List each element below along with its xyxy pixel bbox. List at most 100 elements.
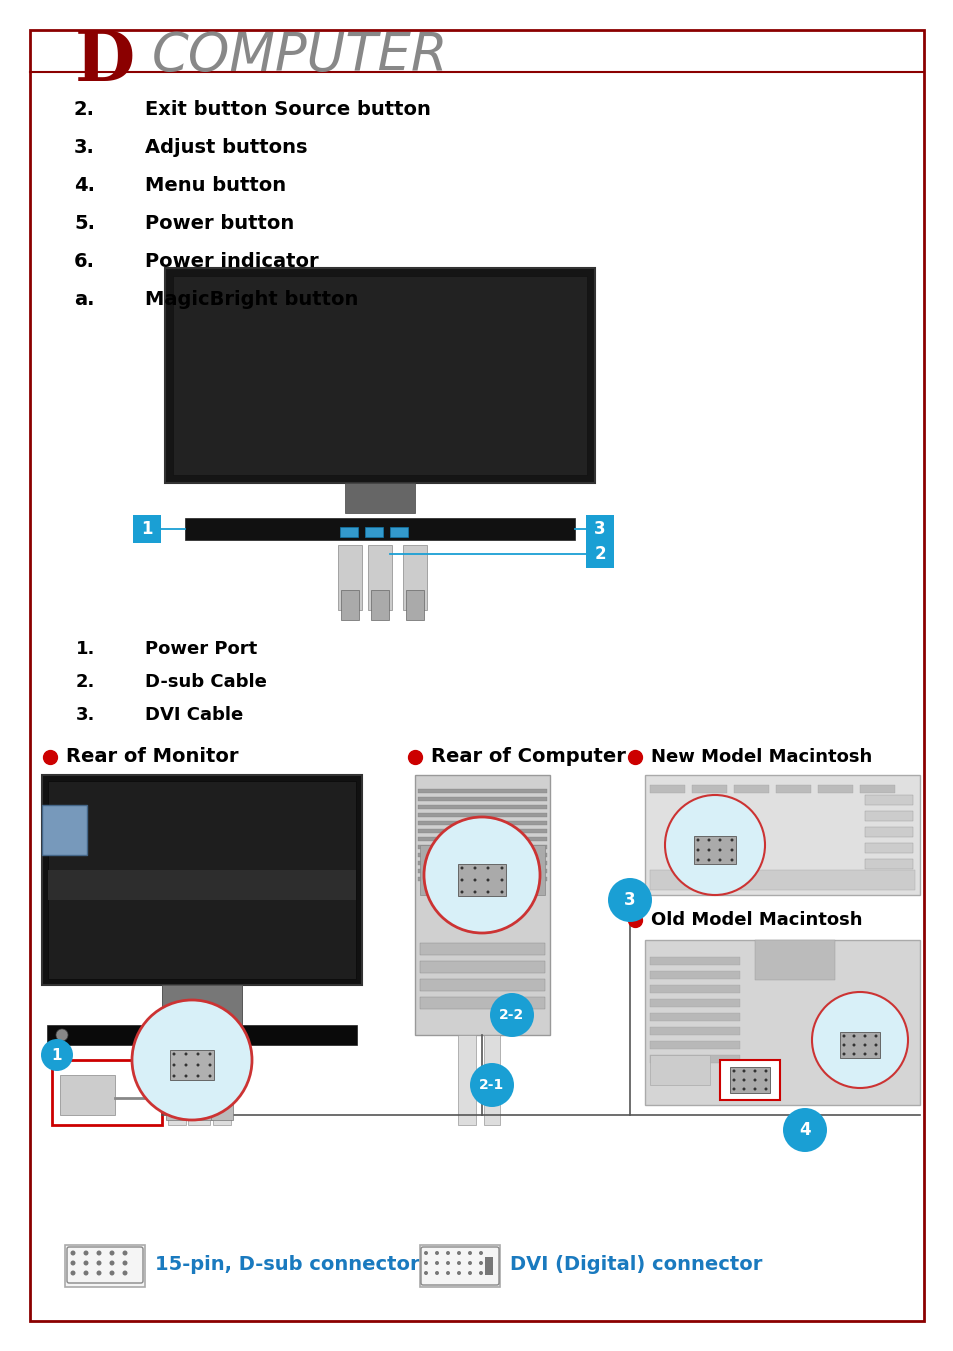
Bar <box>693 836 735 865</box>
Bar <box>840 1032 879 1058</box>
Circle shape <box>184 1052 188 1055</box>
Circle shape <box>468 1271 472 1275</box>
Circle shape <box>122 1260 128 1266</box>
Circle shape <box>486 878 489 881</box>
Text: 2.: 2. <box>75 673 95 690</box>
Circle shape <box>446 1260 450 1265</box>
Circle shape <box>478 1271 482 1275</box>
Bar <box>864 827 912 838</box>
Circle shape <box>730 839 733 842</box>
Bar <box>368 544 392 611</box>
Text: Rear of Computer: Rear of Computer <box>431 747 625 766</box>
Bar <box>417 852 546 857</box>
Text: Adjust buttons: Adjust buttons <box>145 138 307 157</box>
Bar <box>162 985 242 1025</box>
Bar <box>649 957 740 965</box>
Circle shape <box>96 1270 101 1275</box>
Bar <box>417 838 546 842</box>
Circle shape <box>753 1088 756 1090</box>
Text: D-sub Cable: D-sub Cable <box>145 673 267 690</box>
Circle shape <box>172 1063 175 1066</box>
Circle shape <box>841 1035 844 1038</box>
Bar <box>406 590 423 620</box>
Circle shape <box>110 1251 114 1255</box>
Bar <box>419 979 544 992</box>
Circle shape <box>500 890 503 893</box>
Text: 5.: 5. <box>74 213 95 232</box>
Text: Exit button Source button: Exit button Source button <box>145 100 431 119</box>
Circle shape <box>730 858 733 862</box>
Bar <box>649 870 914 890</box>
Bar <box>649 1055 740 1063</box>
Bar <box>417 830 546 834</box>
Circle shape <box>696 839 699 842</box>
Text: 3: 3 <box>594 520 605 538</box>
Bar <box>371 590 389 620</box>
Circle shape <box>468 1260 472 1265</box>
Circle shape <box>782 1108 826 1152</box>
Bar <box>649 1042 740 1048</box>
Circle shape <box>862 1035 865 1038</box>
Bar <box>419 961 544 973</box>
Text: Rear of Monitor: Rear of Monitor <box>66 747 238 766</box>
Bar <box>216 1032 231 1042</box>
Bar <box>417 869 546 873</box>
Text: a.: a. <box>74 290 95 309</box>
Circle shape <box>696 858 699 862</box>
Circle shape <box>763 1070 767 1073</box>
Circle shape <box>423 817 539 934</box>
Text: 2: 2 <box>594 544 605 563</box>
Circle shape <box>696 848 699 851</box>
Text: 4.: 4. <box>74 176 95 195</box>
Circle shape <box>473 866 476 870</box>
Bar <box>585 540 614 567</box>
Bar <box>188 1046 210 1125</box>
Bar <box>48 781 355 979</box>
Bar <box>417 813 546 817</box>
Circle shape <box>478 1251 482 1255</box>
Circle shape <box>96 1251 101 1255</box>
Circle shape <box>122 1251 128 1255</box>
Circle shape <box>841 1043 844 1047</box>
Circle shape <box>500 866 503 870</box>
Circle shape <box>435 1271 438 1275</box>
Circle shape <box>446 1251 450 1255</box>
Bar <box>649 985 740 993</box>
Circle shape <box>490 993 534 1038</box>
Circle shape <box>862 1043 865 1047</box>
Circle shape <box>456 1271 460 1275</box>
Bar <box>649 785 684 793</box>
Circle shape <box>196 1052 199 1055</box>
Circle shape <box>811 992 907 1088</box>
Bar <box>419 1246 499 1288</box>
Bar <box>457 1035 476 1125</box>
Bar <box>419 943 544 955</box>
Circle shape <box>486 890 489 893</box>
Circle shape <box>707 839 710 842</box>
Circle shape <box>874 1043 877 1047</box>
Circle shape <box>486 866 489 870</box>
Circle shape <box>184 1074 188 1078</box>
Circle shape <box>172 1052 175 1055</box>
Circle shape <box>478 1260 482 1265</box>
Text: Old Model Macintosh: Old Model Macintosh <box>650 911 862 929</box>
Text: Power Port: Power Port <box>145 640 257 658</box>
Circle shape <box>473 878 476 881</box>
Bar <box>649 1013 740 1021</box>
Bar <box>415 775 550 1035</box>
Circle shape <box>852 1035 855 1038</box>
Text: 15-pin, D-sub connector: 15-pin, D-sub connector <box>154 1255 419 1274</box>
Text: 6.: 6. <box>74 253 95 272</box>
Text: DVI (Digital) connector: DVI (Digital) connector <box>510 1255 761 1274</box>
Bar <box>390 527 408 536</box>
Circle shape <box>753 1070 756 1073</box>
Circle shape <box>122 1270 128 1275</box>
Text: Menu button: Menu button <box>145 176 286 195</box>
Circle shape <box>732 1070 735 1073</box>
Bar <box>483 1035 499 1125</box>
Circle shape <box>41 1039 73 1071</box>
Bar <box>775 785 810 793</box>
Bar <box>213 1046 231 1125</box>
Text: 4: 4 <box>799 1121 810 1139</box>
Text: COMPUTER: COMPUTER <box>152 30 448 82</box>
